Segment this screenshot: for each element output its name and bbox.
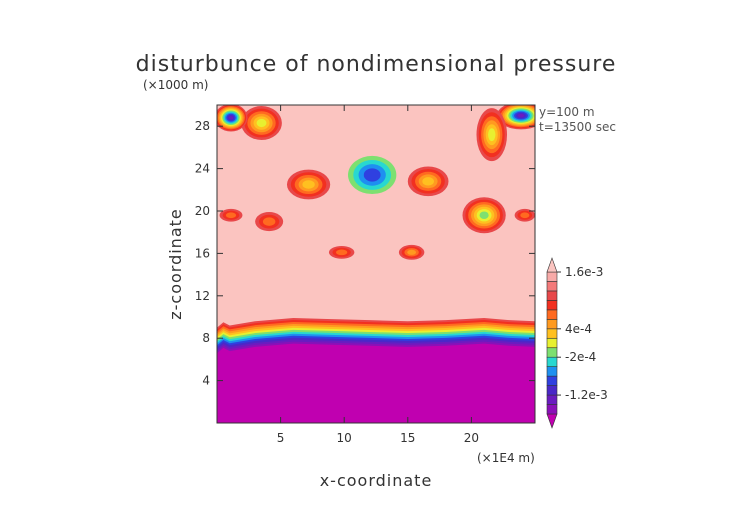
colorbar-segment: [546, 375, 558, 386]
x-axis-label: x-coordinate: [320, 471, 433, 490]
colorbar-label: 4e-4: [565, 322, 592, 336]
contour-feature: [514, 208, 535, 222]
x-tick-label: 15: [400, 431, 415, 445]
plot-frame: [216, 104, 536, 424]
contour-feature: [286, 169, 331, 200]
colorbar-upper-extension: [546, 257, 558, 273]
contour-band: [479, 211, 489, 220]
contour-band: [228, 115, 234, 120]
contour-band: [336, 249, 348, 256]
contour-feature: [496, 105, 535, 130]
colorbar-label: -1.2e-3: [565, 388, 608, 402]
y-axis-ticks: 4 8 12 16 20 24 28: [195, 119, 535, 388]
lower-region-fill: [217, 345, 535, 423]
colorbar-segment: [546, 404, 558, 415]
colorbar-segment: [546, 300, 558, 311]
contour-feature: [328, 245, 355, 259]
contour-feature: [255, 212, 284, 232]
contour-feature: [241, 106, 282, 140]
contour-feature: [462, 197, 506, 234]
contour-band: [256, 118, 267, 128]
y-tick-label: 4: [202, 374, 210, 388]
colorbar-segment: [546, 290, 558, 301]
x-tick-label: 20: [464, 431, 479, 445]
y-axis-label: z-coordinate: [166, 208, 185, 320]
colorbar-label: 1.6e-3: [565, 265, 603, 279]
colorbar-segment: [546, 337, 558, 349]
contour-band: [407, 249, 417, 255]
colorbar-label: -2e-4: [565, 350, 596, 364]
x-unit-label: (×1E4 m): [477, 451, 535, 465]
x-axis-ticks: 5 10 15 20: [277, 105, 479, 445]
colorbar-segment: [546, 281, 558, 292]
y-tick-label: 12: [195, 289, 210, 303]
contour-band: [422, 177, 434, 186]
chart-title: disturbunce of nondimensional pressure: [136, 52, 617, 77]
contour-feature: [219, 208, 243, 222]
contour-band: [302, 180, 315, 189]
x-tick-label: 5: [277, 431, 285, 445]
contour-band: [262, 217, 276, 226]
y-tick-label: 24: [195, 162, 210, 176]
colorbar-segment: [546, 394, 558, 405]
contour-band: [520, 212, 530, 219]
colorbar-segment: [546, 328, 558, 339]
y-tick-label: 8: [202, 331, 210, 345]
colorbar-segment: [546, 309, 558, 320]
colorbar-segment: [546, 366, 558, 377]
colorbar-lower-extension: [546, 413, 558, 429]
y-tick-label: 20: [195, 204, 210, 218]
contour-band: [488, 128, 496, 142]
info-line-time: t=13500 sec: [539, 120, 616, 134]
colorbar-segment: [546, 319, 558, 330]
contour-feature: [398, 244, 425, 260]
contour-band: [363, 168, 381, 182]
info-line-position: y=100 m: [539, 105, 595, 119]
colorbar-segment: [546, 356, 558, 367]
colorbar-segment: [546, 385, 558, 396]
colorbar-segment: [546, 271, 558, 282]
z-unit-label: (×1000 m): [143, 78, 208, 92]
y-tick-label: 16: [195, 246, 210, 260]
contour-feature: [348, 155, 397, 195]
contour-feature: [476, 108, 508, 162]
contour-feature: [217, 105, 248, 132]
contour-band: [517, 113, 525, 118]
x-tick-label: 10: [337, 431, 352, 445]
colorbar-segment: [546, 347, 558, 358]
colorbar: 1.6e-3 4e-4 -2e-4 -1.2e-3: [546, 257, 608, 429]
y-tick-label: 28: [195, 119, 210, 133]
plot-area: [217, 105, 535, 423]
contour-feature: [407, 166, 449, 197]
contour-band: [225, 212, 237, 219]
